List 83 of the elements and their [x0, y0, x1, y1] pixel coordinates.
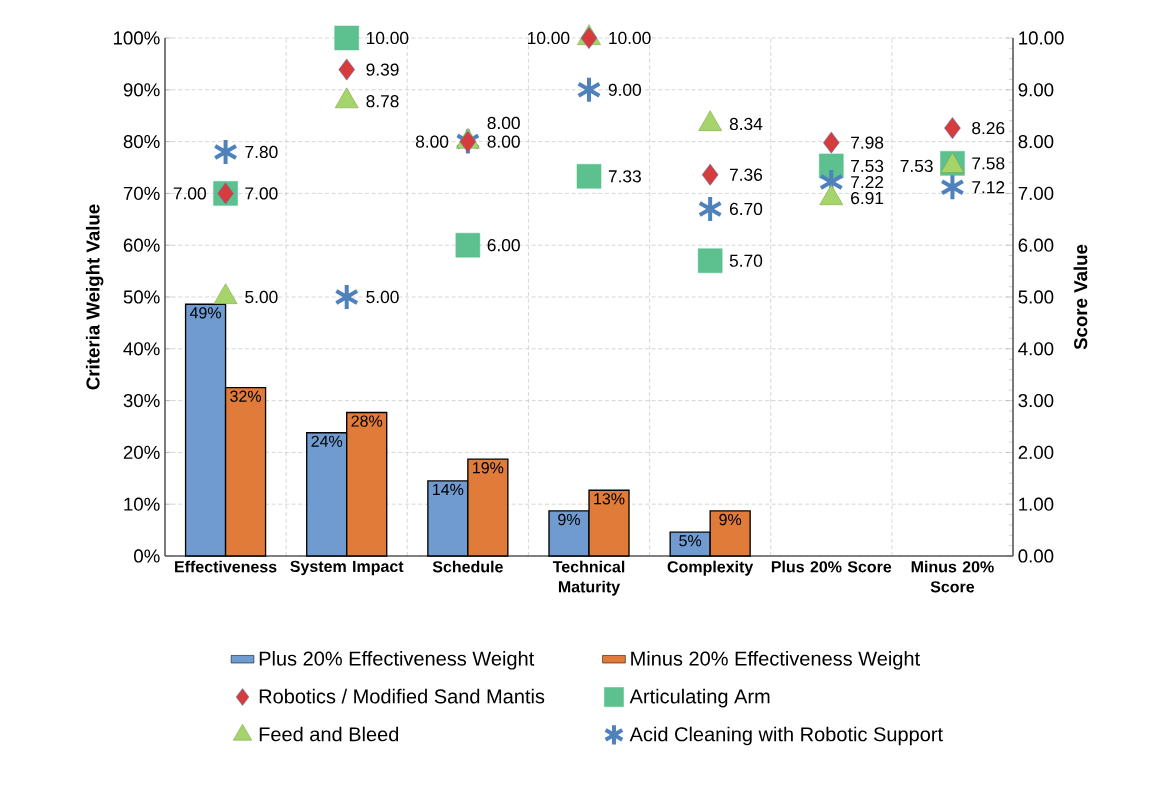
data-label: 14% — [433, 483, 464, 495]
y-tick-label: 10% — [124, 497, 160, 511]
legend-label: Feed and Bleed — [259, 726, 399, 742]
y2-tick-label: 4.00 — [1018, 342, 1054, 356]
y-tick-label: 40% — [123, 342, 160, 356]
y-tick-label: 60% — [123, 238, 160, 252]
y-tick-label: 90% — [123, 83, 160, 97]
data-label: 5.00 — [245, 290, 278, 304]
data-label: 7.33 — [608, 170, 641, 183]
data-label: 9.39 — [366, 63, 399, 76]
y2-tick-label: 9.00 — [1018, 83, 1054, 97]
data-label: 8.78 — [366, 95, 399, 108]
x-tick-label: Plus 20% Score — [771, 560, 892, 573]
point — [334, 25, 359, 51]
y-tick-label: 80% — [123, 134, 160, 149]
point — [944, 117, 961, 140]
data-label: 9.00 — [608, 83, 642, 96]
y-tick-label: 100% — [113, 31, 160, 45]
data-label: 7.00 — [173, 187, 206, 200]
y2-tick-label: 0.00 — [1018, 549, 1054, 563]
y-tick-label: 50% — [123, 290, 160, 304]
x-tick-label: Minus 20% Score — [911, 560, 994, 593]
x-tick-label: Complexity — [667, 560, 754, 576]
data-label: 13% — [594, 493, 625, 505]
data-label: 8.00 — [487, 135, 520, 148]
data-label: 7.22 — [851, 175, 884, 189]
data-label: 10.00 — [528, 31, 570, 45]
y2-tick-label: 1.00 — [1019, 497, 1054, 511]
data-label: 7.53 — [851, 159, 884, 173]
data-label: 9% — [558, 513, 580, 526]
data-label: 9% — [719, 513, 742, 526]
x-tick-label: Schedule — [432, 560, 503, 573]
data-label: 7.53 — [900, 159, 933, 173]
y-tick-label: 70% — [123, 186, 160, 201]
data-label: 10.00 — [609, 31, 651, 45]
data-label: 24% — [311, 435, 343, 447]
data-label: 7.58 — [972, 157, 1005, 170]
y2-tick-label: 7.00 — [1018, 186, 1054, 201]
data-label: 6.70 — [729, 202, 763, 216]
data-label: 7.12 — [972, 181, 1005, 194]
point — [455, 232, 481, 258]
point — [823, 131, 840, 154]
data-label: 5.00 — [366, 290, 399, 304]
data-label: 8.26 — [972, 121, 1005, 135]
point — [338, 58, 355, 81]
x-tick-label: System Impact — [290, 560, 404, 576]
y2-axis-title: Score Value — [1073, 244, 1088, 350]
data-label: 7.36 — [729, 168, 763, 181]
data-label: 7.80 — [245, 145, 278, 159]
y2-tick-label: 8.00 — [1018, 134, 1054, 149]
y2-tick-label: 5.00 — [1018, 290, 1054, 304]
data-label: 49% — [189, 307, 222, 319]
y2-tick-label: 2.00 — [1018, 445, 1054, 460]
data-label: 5.70 — [729, 254, 763, 267]
x-tick-label: Technical Maturity — [552, 560, 625, 596]
data-label: 8.00 — [415, 135, 449, 148]
legend-label: Plus 20% Effectiveness Weight — [259, 650, 535, 670]
data-label: 7.00 — [245, 187, 278, 200]
legend-label: Robotics / Modified Sand Mantis — [259, 688, 545, 704]
data-label: 8.00 — [487, 116, 520, 130]
x-tick-label: Effectiveness — [175, 560, 277, 573]
point — [576, 164, 602, 189]
y-tick-label: 20% — [123, 445, 160, 460]
y-tick-label: 0% — [134, 549, 160, 563]
data-label: 6.91 — [851, 191, 884, 205]
y2-tick-label: 10.00 — [1019, 31, 1064, 45]
data-label: 32% — [230, 390, 262, 402]
point — [701, 163, 719, 186]
data-label: 5% — [679, 535, 702, 547]
data-label: 8.34 — [729, 117, 763, 131]
data-label: 19% — [473, 462, 504, 474]
data-label: 7.98 — [851, 136, 884, 149]
legend-label: Minus 20% Effectiveness Weight — [631, 650, 920, 670]
legend-label: Articulating Arm — [629, 688, 770, 708]
y2-tick-label: 3.00 — [1018, 393, 1054, 408]
point — [697, 248, 723, 273]
legend-label: Acid Cleaning with Robotic Support — [629, 726, 943, 746]
y2-tick-label: 6.00 — [1018, 238, 1054, 252]
y-axis-title: Criteria Weight Value — [85, 204, 104, 390]
data-label: 10.00 — [366, 31, 409, 45]
data-label: 6.00 — [487, 239, 520, 252]
y-tick-label: 30% — [123, 393, 160, 408]
data-label: 28% — [351, 415, 383, 427]
